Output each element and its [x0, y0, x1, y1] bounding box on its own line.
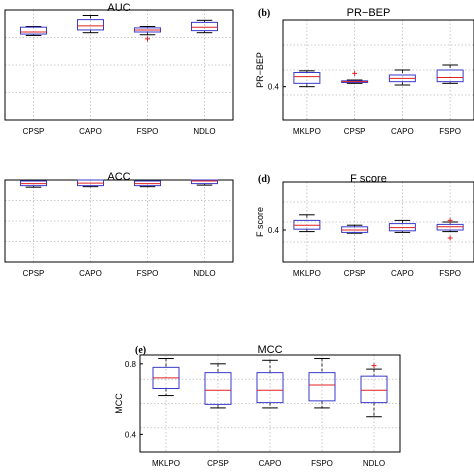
panel2-box [293, 72, 321, 84]
panel2-outlier [352, 70, 358, 76]
panel1-box [77, 19, 104, 31]
panel5-ytick-label: 0.4 [125, 430, 137, 439]
panel1-box [191, 21, 218, 32]
panel4-ytick-label: 0.4 [268, 226, 280, 235]
panel4-ylabel: F score [255, 207, 265, 237]
panel5-panel-label: (e) [135, 345, 146, 356]
panel5-box [204, 372, 232, 405]
panel1-xtick-label: CPSP [23, 127, 45, 136]
panel2-title: PR−BEP [347, 7, 391, 19]
panel2-xtick-label: MKLPO [293, 127, 321, 136]
panel4-outlier [447, 217, 453, 223]
panel4-axes-frame [282, 181, 474, 263]
panel3-axes-frame [4, 179, 234, 263]
panel5-xtick-label: CPSP [207, 459, 229, 468]
panel3-xtick-label: CAPO [79, 269, 102, 278]
panel5-xtick-label: CAPO [259, 459, 282, 468]
panel2-xtick-label: FSPO [439, 127, 461, 136]
panel1-xtick-label: FSPO [137, 127, 159, 136]
panel3-title: ACC [107, 171, 130, 183]
panel2-axes-frame [282, 19, 474, 121]
panel3-xtick-label: CPSP [23, 269, 45, 278]
panel1-box [20, 26, 47, 35]
panel2-ytick-label: 0.4 [268, 83, 280, 92]
panel4-panel-label: (d) [258, 174, 270, 185]
panel4-title: F score [350, 173, 387, 185]
panel5-title: MCC [257, 344, 282, 356]
panel5-box [308, 372, 336, 402]
panel2-ylabel: PR−BEP [255, 52, 265, 88]
panel3-xtick-label: FSPO [137, 269, 159, 278]
panel5-box [360, 375, 388, 404]
panel2-panel-label: (b) [258, 8, 270, 19]
panel2-box [436, 69, 464, 83]
panel4-xtick-label: CPSP [344, 269, 366, 278]
panel1-outlier [145, 36, 150, 42]
panel5-ylabel: MCC [114, 393, 124, 414]
panel5-xtick-label: NDLO [363, 459, 385, 468]
panel5-outlier [371, 363, 377, 369]
panel5-axes-frame [139, 354, 401, 453]
panel1-xtick-label: NDLO [193, 127, 215, 136]
panel1-xtick-label: CAPO [79, 127, 102, 136]
panel5-xtick-label: MKLPO [152, 459, 180, 468]
panel5-xtick-label: FSPO [311, 459, 333, 468]
panel5-box [256, 372, 284, 404]
panel3-xtick-label: NDLO [193, 269, 215, 278]
panel1-title: AUC [107, 2, 130, 14]
panel4-xtick-label: FSPO [439, 269, 461, 278]
panel3-box [191, 179, 218, 185]
panel4-xtick-label: MKLPO [293, 269, 321, 278]
panel5-ytick-label: 0.8 [125, 360, 137, 369]
panel1-axes-frame [4, 9, 234, 121]
panel2-xtick-label: CPSP [344, 127, 366, 136]
panel2-xtick-label: CAPO [391, 127, 414, 136]
panel4-xtick-label: CAPO [391, 269, 414, 278]
panel4-outlier [447, 235, 453, 241]
